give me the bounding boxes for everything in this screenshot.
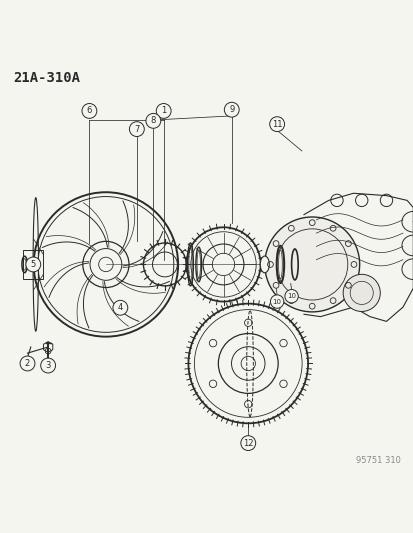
Circle shape <box>145 114 160 128</box>
Circle shape <box>26 257 40 272</box>
Circle shape <box>113 300 128 315</box>
Circle shape <box>269 117 284 132</box>
Circle shape <box>20 356 35 371</box>
Text: 9: 9 <box>228 105 234 114</box>
Text: 5: 5 <box>31 260 36 269</box>
Circle shape <box>40 358 55 373</box>
Circle shape <box>270 295 283 308</box>
Text: 4: 4 <box>117 303 123 312</box>
Text: 6: 6 <box>86 107 92 116</box>
Circle shape <box>264 217 359 312</box>
Text: 1: 1 <box>161 107 166 116</box>
Circle shape <box>224 102 239 117</box>
Circle shape <box>82 103 97 118</box>
Circle shape <box>240 435 255 450</box>
Circle shape <box>342 274 380 311</box>
Circle shape <box>129 122 144 136</box>
Text: 7: 7 <box>134 125 139 134</box>
Circle shape <box>284 289 297 303</box>
Text: 10: 10 <box>272 298 281 304</box>
Text: 10: 10 <box>286 293 295 299</box>
Circle shape <box>156 103 171 118</box>
Text: 8: 8 <box>150 116 156 125</box>
Text: 11: 11 <box>271 119 282 128</box>
Text: 12: 12 <box>242 439 253 448</box>
Text: 21A-310A: 21A-310A <box>13 70 80 85</box>
Text: 3: 3 <box>45 361 51 370</box>
Text: 2: 2 <box>25 359 30 368</box>
Ellipse shape <box>260 256 268 273</box>
Text: 95751 310: 95751 310 <box>355 456 400 465</box>
